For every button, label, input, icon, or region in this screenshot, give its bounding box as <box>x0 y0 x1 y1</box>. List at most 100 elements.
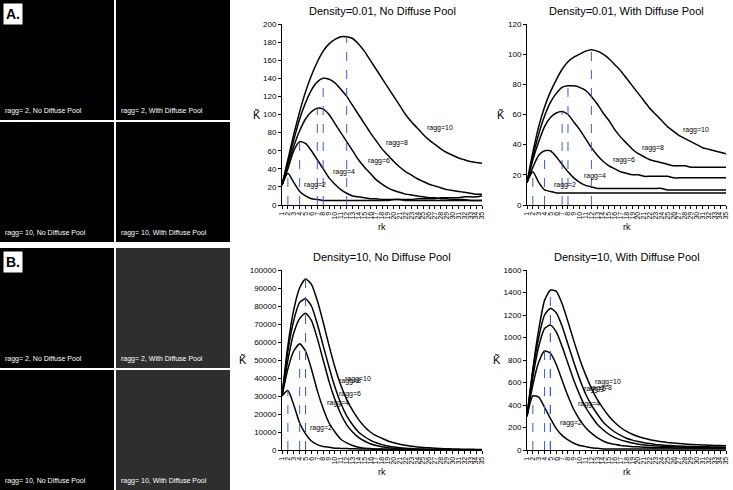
svg-text:31: 31 <box>699 212 706 220</box>
svg-text:100: 100 <box>508 50 522 59</box>
svg-text:ragg=2: ragg=2 <box>310 424 332 432</box>
svg-text:6: 6 <box>308 457 315 461</box>
svg-text:9: 9 <box>570 457 577 461</box>
svg-text:9: 9 <box>325 457 332 461</box>
svg-text:ragg=2: ragg=2 <box>554 181 576 189</box>
svg-text:20000: 20000 <box>254 410 277 419</box>
svg-text:600: 600 <box>508 378 522 387</box>
svg-text:26: 26 <box>425 212 432 220</box>
svg-text:24: 24 <box>658 457 665 465</box>
svg-text:14: 14 <box>599 457 606 465</box>
svg-text:19: 19 <box>629 212 636 220</box>
svg-text:22: 22 <box>402 457 409 465</box>
svg-text:120: 120 <box>508 20 522 29</box>
svg-text:16: 16 <box>611 212 618 220</box>
svg-text:10: 10 <box>331 457 338 465</box>
svg-text:ragg= 2, No Diffuse Pool: ragg= 2, No Diffuse Pool <box>5 355 82 363</box>
svg-text:6: 6 <box>553 212 560 216</box>
svg-text:6: 6 <box>553 457 560 461</box>
svg-text:2: 2 <box>284 457 291 461</box>
svg-text:11: 11 <box>337 457 344 464</box>
svg-text:30: 30 <box>449 212 456 220</box>
svg-text:28: 28 <box>681 212 688 220</box>
svg-text:rk: rk <box>623 222 631 232</box>
svg-text:35: 35 <box>722 212 729 220</box>
svg-text:22: 22 <box>646 457 653 465</box>
svg-text:24: 24 <box>414 212 421 220</box>
svg-text:B.: B. <box>6 254 20 270</box>
svg-text:20: 20 <box>390 457 397 465</box>
svg-text:1: 1 <box>278 212 285 216</box>
svg-text:25: 25 <box>419 457 426 465</box>
svg-text:21: 21 <box>640 457 647 465</box>
svg-text:A.: A. <box>6 6 20 22</box>
svg-text:21: 21 <box>640 212 647 220</box>
svg-text:ragg= 10, No Diffuse Pool: ragg= 10, No Diffuse Pool <box>5 229 86 237</box>
svg-text:12: 12 <box>343 457 350 465</box>
svg-text:16: 16 <box>367 212 374 220</box>
svg-text:ragg=10: ragg=10 <box>427 124 453 132</box>
svg-text:0: 0 <box>272 201 277 210</box>
svg-text:7: 7 <box>314 457 321 461</box>
svg-text:4: 4 <box>541 457 548 461</box>
svg-text:34: 34 <box>472 212 479 220</box>
svg-text:15: 15 <box>361 457 368 465</box>
svg-text:ragg=8: ragg=8 <box>642 144 664 152</box>
svg-text:ragg=10: ragg=10 <box>595 378 621 386</box>
svg-text:ragg= 2, No Diffuse Pool: ragg= 2, No Diffuse Pool <box>5 107 82 115</box>
svg-text:K̃: K̃ <box>253 109 261 121</box>
svg-text:200: 200 <box>508 423 522 432</box>
svg-text:33: 33 <box>467 457 474 465</box>
svg-text:18: 18 <box>378 212 385 220</box>
svg-text:24: 24 <box>414 457 421 465</box>
svg-text:800: 800 <box>508 356 522 365</box>
svg-text:ragg=4: ragg=4 <box>578 400 600 408</box>
svg-text:1000: 1000 <box>504 333 522 342</box>
svg-text:ragg=6: ragg=6 <box>339 390 361 398</box>
svg-text:21: 21 <box>396 212 403 220</box>
svg-text:ragg=2: ragg=2 <box>560 419 582 427</box>
svg-text:34: 34 <box>716 212 723 220</box>
svg-text:15: 15 <box>605 212 612 220</box>
svg-text:3: 3 <box>290 457 297 461</box>
svg-text:K̃: K̃ <box>239 354 247 366</box>
svg-text:ragg= 10, With Diffuse Pool: ragg= 10, With Diffuse Pool <box>121 477 207 485</box>
svg-text:27: 27 <box>675 212 682 220</box>
svg-text:31: 31 <box>699 457 706 465</box>
svg-text:ragg=10: ragg=10 <box>345 375 371 383</box>
svg-text:12: 12 <box>343 212 350 220</box>
svg-text:25: 25 <box>664 457 671 465</box>
svg-text:ragg=6: ragg=6 <box>613 156 635 164</box>
svg-text:0: 0 <box>517 446 522 455</box>
svg-text:2: 2 <box>284 212 291 216</box>
svg-text:32: 32 <box>705 212 712 220</box>
svg-text:11: 11 <box>582 457 589 464</box>
svg-text:29: 29 <box>687 212 694 220</box>
svg-text:32: 32 <box>461 457 468 465</box>
svg-text:180: 180 <box>263 38 277 47</box>
svg-text:ragg=6: ragg=6 <box>368 157 390 165</box>
svg-text:11: 11 <box>582 212 589 219</box>
svg-text:5: 5 <box>302 212 309 216</box>
svg-text:22: 22 <box>402 212 409 220</box>
svg-text:15: 15 <box>361 212 368 220</box>
svg-text:120: 120 <box>263 92 277 101</box>
svg-text:ragg=6: ragg=6 <box>584 385 606 393</box>
svg-text:ragg=8: ragg=8 <box>590 384 612 392</box>
svg-text:19: 19 <box>384 212 391 220</box>
svg-text:32: 32 <box>461 212 468 220</box>
svg-text:ragg=2: ragg=2 <box>304 181 326 189</box>
svg-text:40: 40 <box>267 165 276 174</box>
svg-text:25: 25 <box>419 212 426 220</box>
svg-text:8: 8 <box>319 212 326 216</box>
svg-text:5: 5 <box>547 212 554 216</box>
svg-text:33: 33 <box>711 212 718 220</box>
svg-text:18: 18 <box>378 457 385 465</box>
svg-text:5: 5 <box>302 457 309 461</box>
svg-text:2: 2 <box>529 212 536 216</box>
svg-text:4: 4 <box>541 212 548 216</box>
svg-text:8: 8 <box>564 457 571 461</box>
svg-text:2: 2 <box>529 457 536 461</box>
svg-text:4: 4 <box>296 457 303 461</box>
svg-text:50000: 50000 <box>254 356 277 365</box>
